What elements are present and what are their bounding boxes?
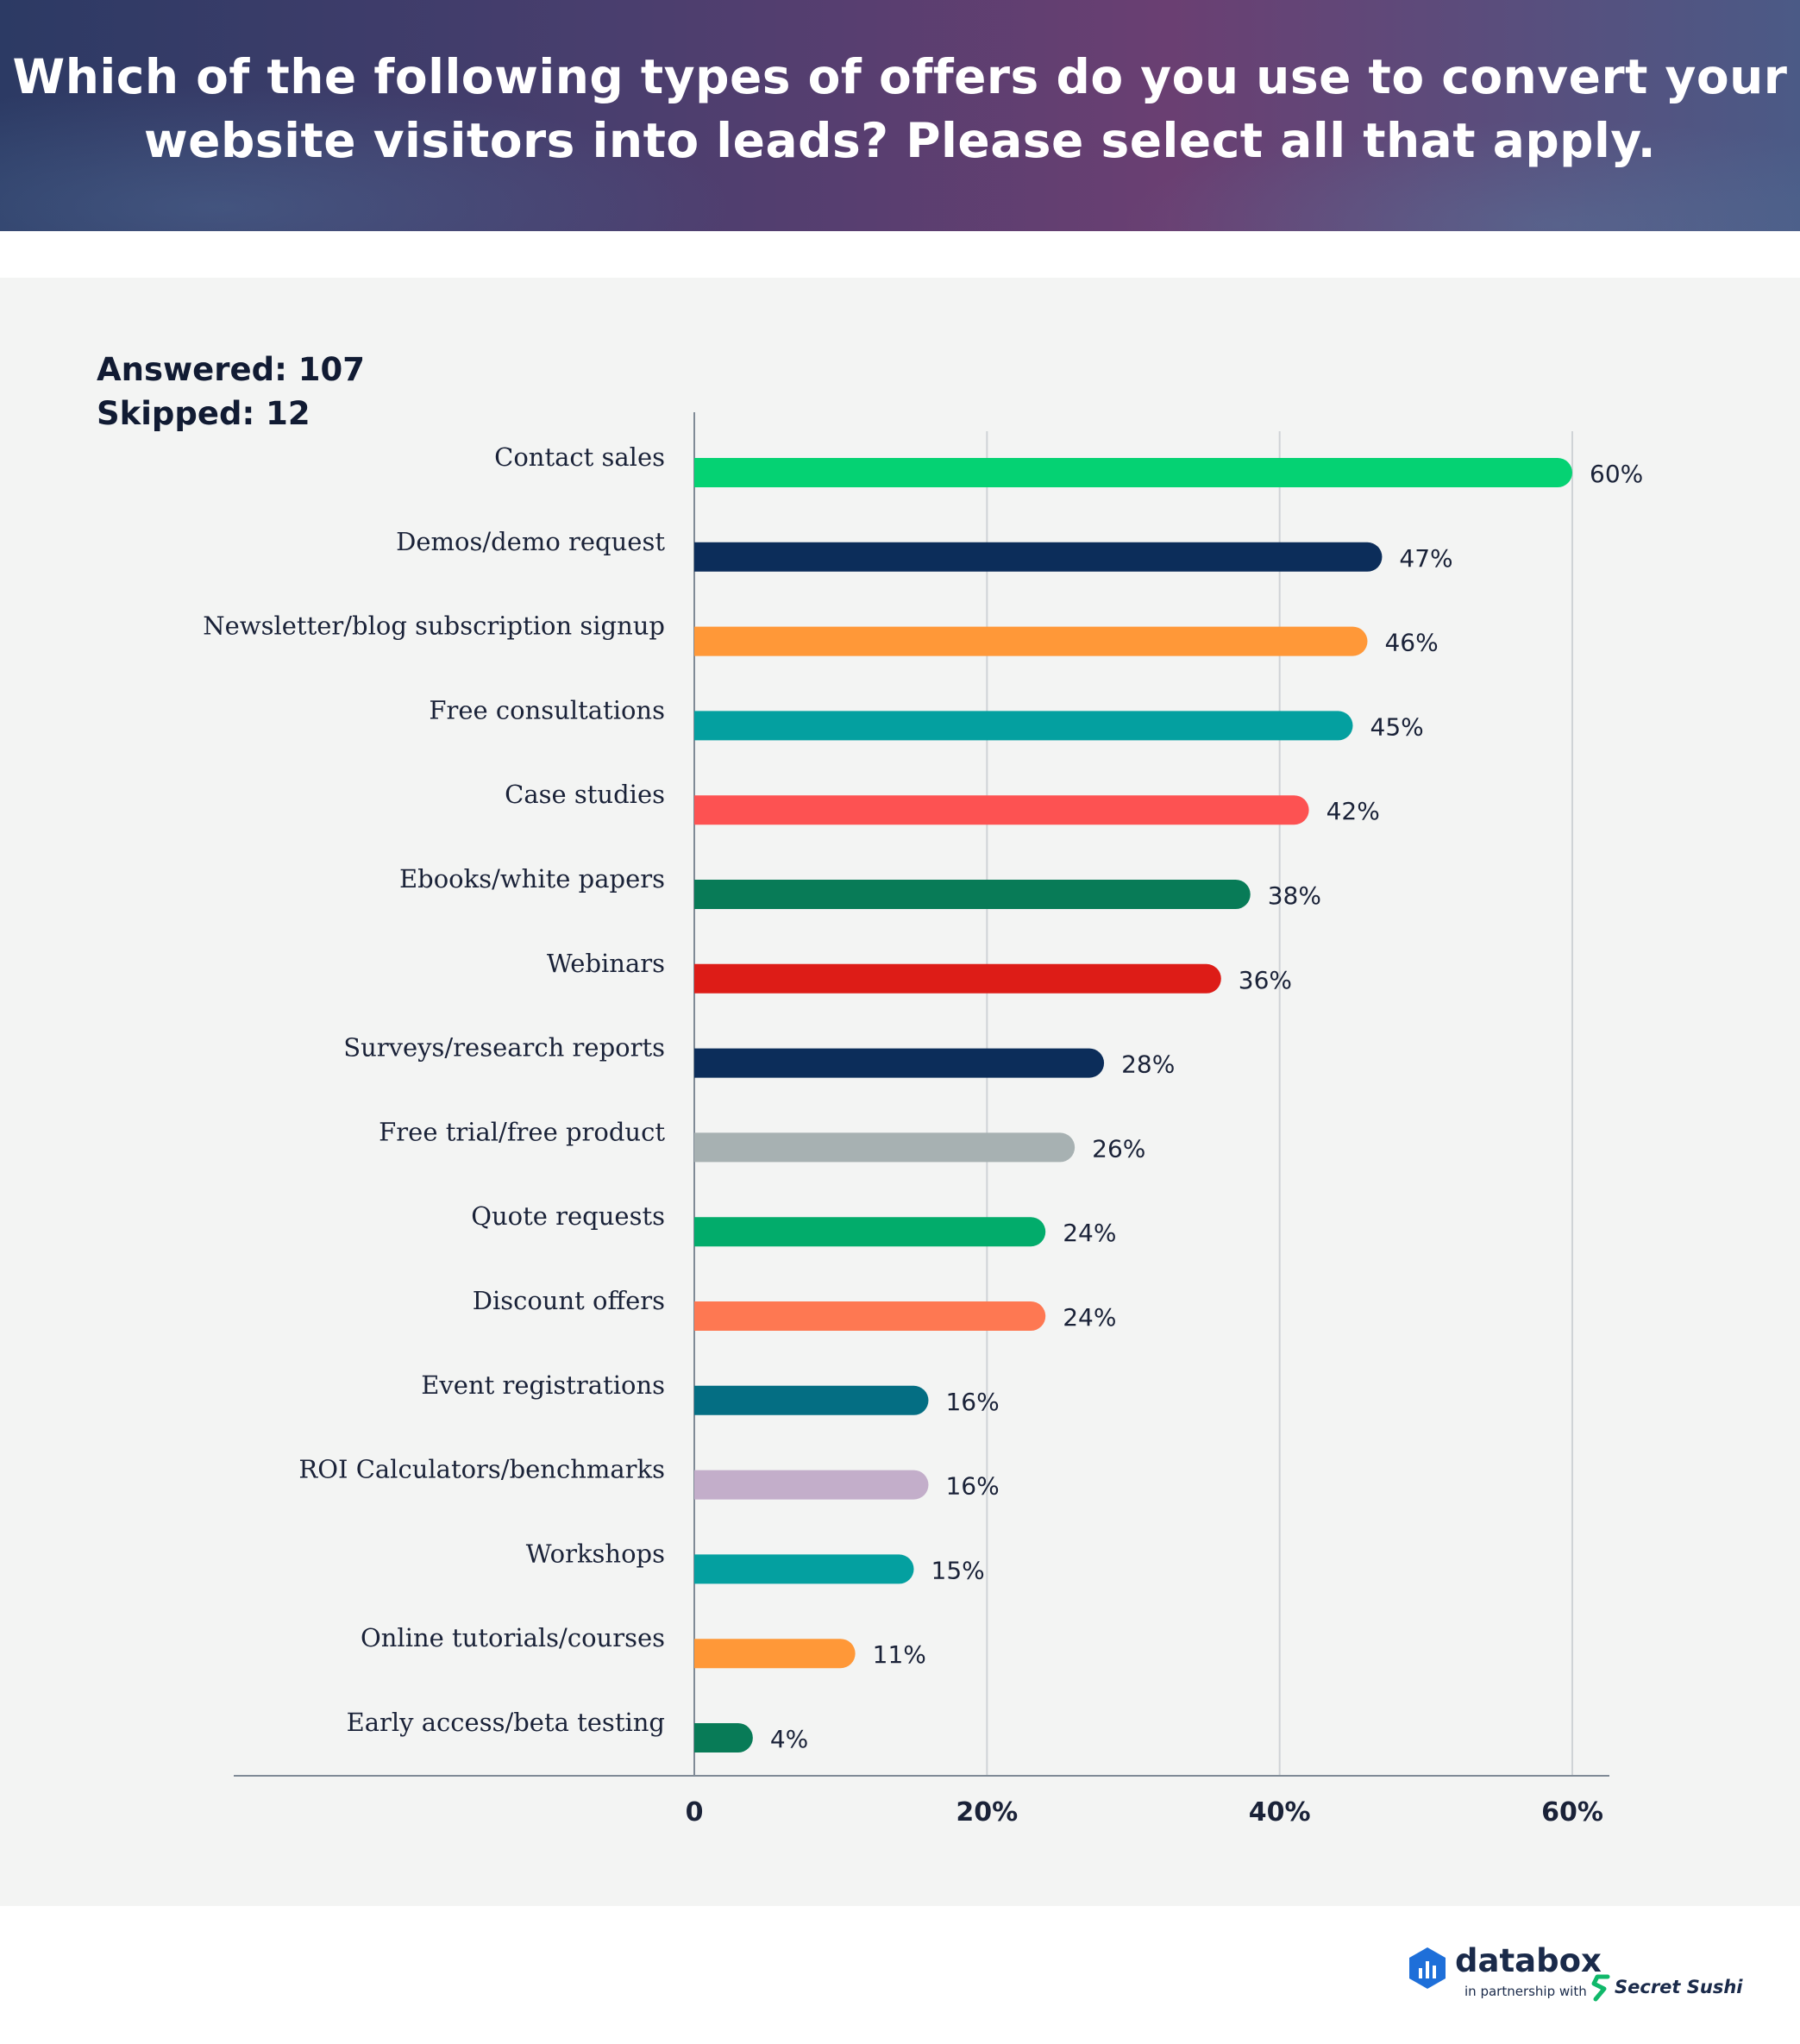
category-label: Online tutorials/courses xyxy=(361,1623,665,1652)
value-label: 4% xyxy=(770,1725,808,1753)
x-tick-label: 40% xyxy=(1249,1797,1311,1828)
secret-sushi-icon xyxy=(1591,1974,1610,2002)
bar xyxy=(694,1301,1046,1331)
value-label: 47% xyxy=(1399,544,1452,573)
value-label: 11% xyxy=(873,1640,926,1669)
x-tick-label: 20% xyxy=(956,1797,1018,1828)
category-label: Ebooks/white papers xyxy=(399,864,665,893)
bar xyxy=(694,880,1251,909)
value-label: 28% xyxy=(1121,1050,1175,1079)
bar xyxy=(694,1723,753,1752)
value-labels: 60% 47% 46% 45% 42% 38% 36% 28% 26% 24% 24% 16% 16% 1… xyxy=(770,460,1643,1753)
value-label: 24% xyxy=(1063,1219,1116,1247)
chart-title: Which of the following types of offers d… xyxy=(12,49,1788,168)
x-tick-label: 60% xyxy=(1541,1797,1603,1828)
bar xyxy=(694,1132,1076,1163)
bar xyxy=(694,458,1572,487)
value-label: 45% xyxy=(1370,712,1424,741)
bar xyxy=(694,1048,1105,1078)
x-tick-label: 0 xyxy=(686,1797,704,1828)
bar xyxy=(694,1217,1046,1247)
value-label: 36% xyxy=(1239,966,1292,994)
value-label: 26% xyxy=(1092,1134,1145,1163)
value-label: 46% xyxy=(1384,629,1438,657)
answered-count: Answered: 107 xyxy=(97,351,366,388)
category-label: ROI Calculators/benchmarks xyxy=(298,1455,665,1484)
category-label: Webinars xyxy=(547,949,665,978)
category-label: Case studies xyxy=(505,780,665,809)
value-label: 16% xyxy=(945,1472,999,1501)
header-banner: Which of the following types of offers d… xyxy=(0,0,1800,231)
value-label: 24% xyxy=(1063,1303,1116,1332)
bar xyxy=(694,711,1353,741)
category-label: Event registrations xyxy=(421,1370,665,1400)
partnership-text: in partnership with xyxy=(1464,1984,1587,1999)
category-label: Discount offers xyxy=(473,1286,665,1315)
bar xyxy=(694,795,1309,825)
category-label: Demos/demo request xyxy=(396,527,665,556)
x-axis: 0 20% 40% 60% xyxy=(234,1775,1609,1828)
databox-icon xyxy=(1409,1947,1446,1989)
bar xyxy=(694,1554,914,1584)
bar xyxy=(694,1639,856,1669)
databox-logo: databox in partnership with Secret Sushi xyxy=(1408,1942,1744,2006)
value-label: 16% xyxy=(945,1388,999,1416)
value-label: 60% xyxy=(1590,460,1643,488)
category-label: Quote requests xyxy=(471,1201,665,1231)
value-label: 42% xyxy=(1326,797,1380,825)
category-label: Contact sales xyxy=(494,442,665,472)
secret-sushi-wordmark: Secret Sushi xyxy=(1615,1977,1743,1997)
bar xyxy=(694,626,1368,656)
category-label: Surveys/research reports xyxy=(343,1033,665,1063)
category-labels: Contact sales Demos/demo request Newslette… xyxy=(203,442,665,1737)
value-label: 38% xyxy=(1268,881,1321,910)
category-label: Newsletter/blog subscription signup xyxy=(203,611,665,641)
skipped-count: Skipped: 12 xyxy=(97,395,310,432)
bar xyxy=(694,1385,929,1415)
bar xyxy=(694,1470,929,1500)
category-label: Free trial/free product xyxy=(379,1117,665,1146)
value-label: 15% xyxy=(931,1556,985,1584)
category-label: Free consultations xyxy=(429,695,665,724)
bars xyxy=(694,458,1572,1752)
databox-wordmark: databox xyxy=(1455,1942,1602,1979)
bar xyxy=(694,963,1221,994)
bar xyxy=(694,542,1383,572)
category-label: Workshops xyxy=(526,1539,665,1568)
category-label: Early access/beta testing xyxy=(347,1708,665,1737)
